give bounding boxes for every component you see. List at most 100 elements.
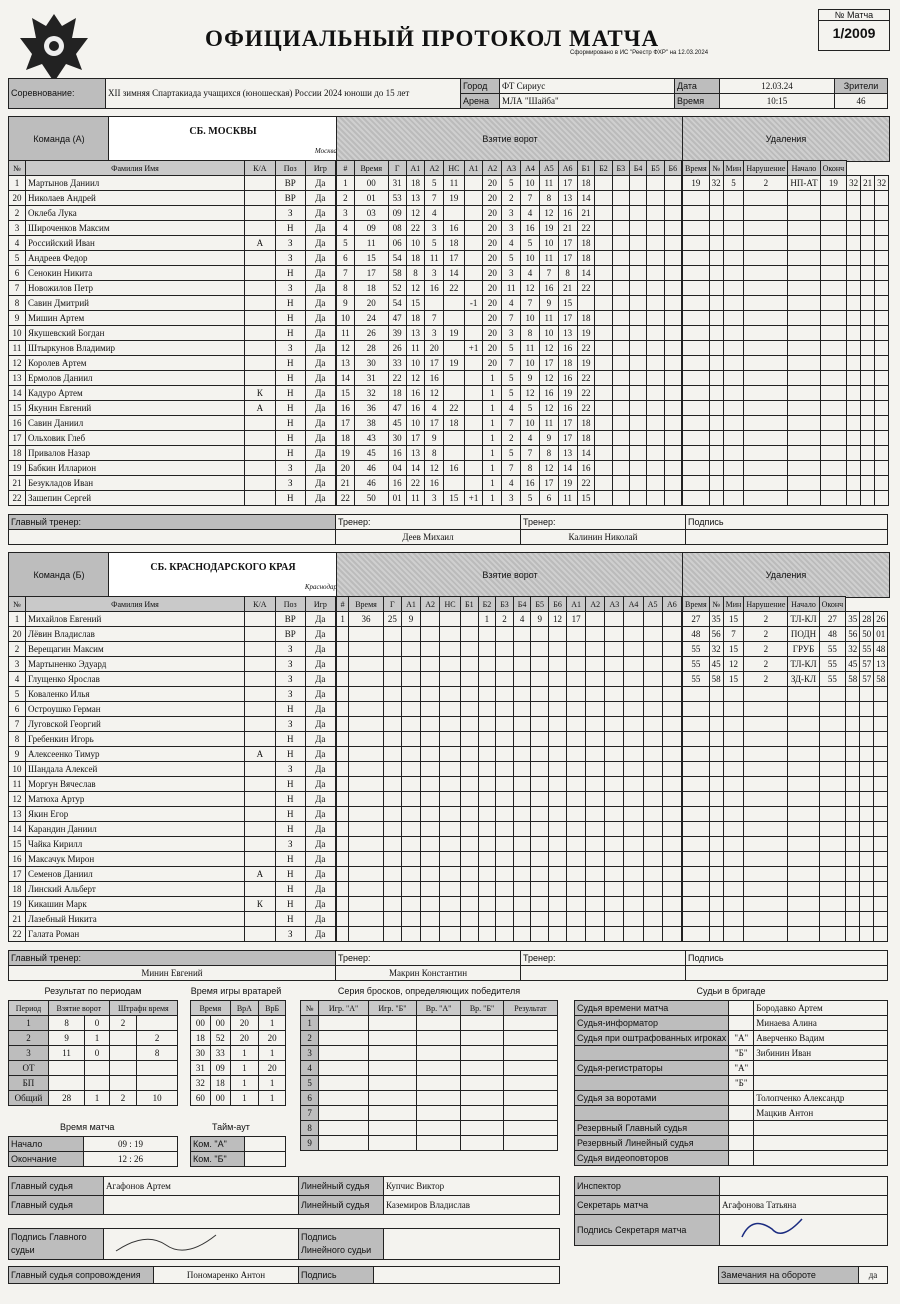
penalty-cell — [859, 851, 875, 867]
player-name: Галата Роман — [25, 926, 245, 942]
goal-cell — [400, 866, 422, 882]
official-role: Резервный Главный судья — [573, 1120, 730, 1136]
goal-cell — [663, 220, 683, 236]
penalty-cell — [787, 205, 821, 221]
penalty-cell — [819, 415, 848, 431]
goalie-cell: 60 — [190, 1090, 211, 1106]
player-number: 13 — [8, 370, 26, 386]
player-role — [244, 701, 276, 717]
goal-cell: 21 — [557, 280, 578, 296]
player-row: 22 Галата Роман З Да — [8, 926, 337, 942]
goal-cell — [646, 385, 665, 401]
penalty-cell — [787, 355, 821, 371]
goal-cell — [400, 686, 422, 702]
competition-name: XII зимняя Спартакиада учащихся (юношеск… — [105, 78, 461, 109]
penalty-cell — [846, 475, 862, 491]
goal-cell — [477, 671, 497, 687]
goal-cell: 46 — [353, 460, 389, 476]
goal-cell — [463, 445, 484, 461]
goal-cell: 5 — [501, 370, 522, 386]
notes-table: Замечания на обороте да — [718, 1266, 888, 1284]
goal-cell — [460, 611, 479, 627]
goal-cell — [663, 265, 683, 281]
team-a-sign-label: Подпись — [685, 514, 888, 530]
player-row: 20 Лёвин Владислав ВР Да — [8, 626, 337, 642]
penalty-cell — [819, 400, 848, 416]
penalty-cell — [859, 701, 875, 717]
goal-cell: 04 — [387, 460, 407, 476]
player-name: Безукладов Иван — [25, 475, 245, 491]
player-name: Кадуро Артем — [25, 385, 245, 401]
penalty-cell: 15 — [722, 641, 745, 657]
goal-cell: 17 — [424, 415, 445, 431]
penalty-row — [682, 325, 890, 341]
goal-cell — [477, 926, 497, 942]
player-name: Лёвин Владислав — [25, 626, 245, 642]
goal-cell: 7 — [520, 295, 540, 311]
results-cell: 28 — [47, 1090, 86, 1106]
goal-cell — [348, 821, 384, 837]
penalty-cell — [860, 220, 876, 236]
player-number: 22 — [8, 926, 26, 942]
penalty-cell — [682, 325, 710, 341]
goal-cell — [495, 851, 514, 867]
player-played: Да — [304, 611, 337, 627]
player-role: А — [244, 866, 276, 882]
goal-cell — [477, 776, 497, 792]
penalty-cell — [682, 235, 710, 251]
player-row: 12 Матюха Артур Н Да — [8, 791, 337, 807]
player-number: 11 — [8, 340, 26, 356]
penalty-cell — [846, 430, 862, 446]
penalty-cell — [860, 340, 876, 356]
signatures-table: Подпись Главного судьи Подпись Линейного… — [8, 1228, 560, 1260]
goal-cell: 38 — [353, 415, 389, 431]
goal-cell: 18 — [557, 355, 578, 371]
goal-cell — [382, 836, 402, 852]
official-team — [728, 1015, 755, 1031]
goal-cell — [463, 355, 484, 371]
goal-cell: 16 — [520, 475, 540, 491]
goal-cell: 9 — [530, 611, 549, 627]
goal-cell — [400, 791, 422, 807]
goal-cell: 1 — [482, 430, 503, 446]
goal-cell: -1 — [463, 295, 484, 311]
penalty-cell — [722, 235, 745, 251]
goal-cell: 28 — [353, 340, 389, 356]
player-played: Да — [304, 686, 337, 702]
goal-cell — [420, 836, 441, 852]
official-name: Бородавко Артем — [753, 1000, 888, 1016]
penalty-cell — [722, 310, 745, 326]
goal-row — [335, 626, 683, 642]
penalty-cell — [818, 791, 847, 807]
goal-cell — [585, 611, 606, 627]
player-row: 11 Штыркунов Владимир З Да — [8, 340, 337, 356]
penalty-cell — [722, 415, 745, 431]
penalty-cell — [743, 400, 789, 416]
goal-cell — [335, 836, 350, 852]
goal-cell — [585, 896, 606, 912]
penalty-row — [682, 370, 890, 386]
goal-cell — [443, 475, 465, 491]
goal-cell: 26 — [387, 340, 407, 356]
penalty-cell — [846, 415, 862, 431]
penalty-cell — [819, 325, 848, 341]
team-b-coach-label: Главный тренер: — [8, 950, 336, 966]
goal-cell: 4 — [501, 475, 522, 491]
penalty-cell — [708, 340, 724, 356]
player-number: 5 — [8, 250, 26, 266]
goal-cell — [566, 836, 587, 852]
goal-cell — [566, 656, 587, 672]
penalty-cell — [874, 310, 890, 326]
goal-cell: 16 — [405, 400, 426, 416]
player-name: Алексеенко Тимур — [25, 746, 245, 762]
goal-cell — [566, 776, 587, 792]
goal-cell — [642, 851, 663, 867]
goal-cell: 12 — [538, 370, 559, 386]
goal-cell — [642, 791, 663, 807]
player-number: 12 — [8, 791, 26, 807]
goal-row: 5 11 06 10 5 18 20 4 5 10 17 18 — [336, 235, 683, 251]
penalty-cell: 27 — [818, 611, 847, 627]
shootout-col: Результат — [502, 1000, 559, 1016]
goal-cell — [382, 926, 402, 942]
penalty-cell — [873, 776, 889, 792]
